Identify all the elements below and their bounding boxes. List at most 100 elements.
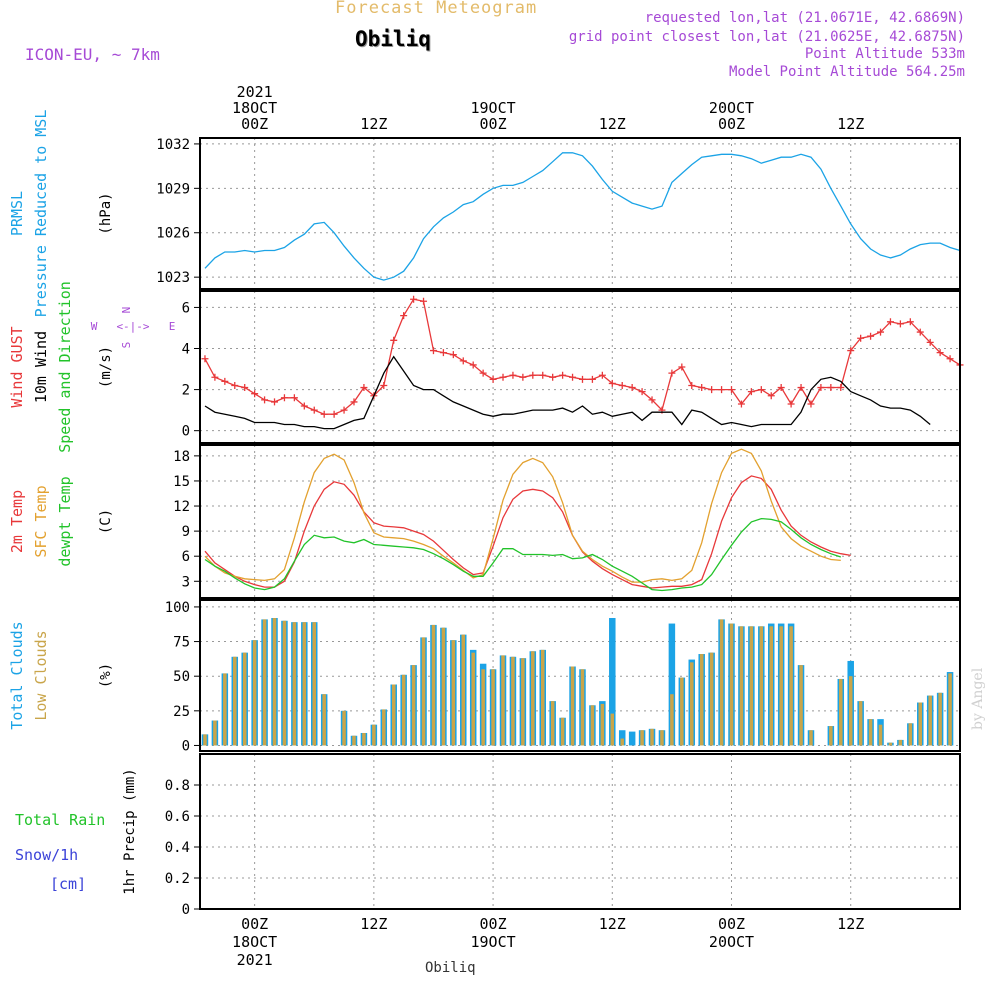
panel-4-bar-low <box>461 634 466 746</box>
panel-1-ytick-label: 1029 <box>156 181 190 197</box>
panel-4-bar-low <box>431 624 436 746</box>
panel-5-ytick-label: 0.2 <box>165 871 190 887</box>
compass-s: S <box>120 342 133 349</box>
panel-4-bar-low <box>769 626 773 746</box>
panel-4-bar-low <box>302 622 307 746</box>
panel-4-bar-low <box>759 626 764 746</box>
panel-2-legend-label: Wind GUST <box>8 326 26 407</box>
panel-2-gust-marker <box>429 347 437 355</box>
panel-2-gust-marker <box>648 396 656 404</box>
panel-2-gust-marker <box>201 355 209 363</box>
panel-4-bar-low <box>858 701 863 746</box>
panel-2-gust-marker <box>469 361 477 369</box>
bottom-time-label: 00Z <box>718 915 745 933</box>
panel-4-bar-low <box>829 726 833 746</box>
panel-4-bar-low <box>550 701 555 746</box>
panel-4-bar-low <box>809 730 813 746</box>
panel-4-bar-low <box>540 649 545 746</box>
panel-2-gust-marker <box>598 371 606 379</box>
panel-2-gust-marker <box>737 400 745 408</box>
panel-4-bar-low <box>411 665 416 746</box>
panel-3-legend-label: 2m Temp <box>8 490 26 553</box>
panel-4-bar-low <box>610 713 615 746</box>
panel-3-ylabel: (C) <box>98 509 114 534</box>
panel-4-frame <box>199 599 961 752</box>
panel-2-gust-marker <box>728 386 736 394</box>
panel-2-gust-marker <box>926 338 934 346</box>
requested-coords: requested lon,lat (21.0671E, 42.6869N) <box>644 10 965 26</box>
panel-2-gust-marker <box>797 384 805 392</box>
panel-4-bar-low <box>382 709 386 746</box>
panel-2-gust-marker <box>777 384 785 392</box>
panel-2-gust-marker <box>310 406 318 414</box>
panel-2-gust-marker <box>241 384 249 392</box>
panel-4-bar-low <box>203 734 207 746</box>
panel-2-gust-marker <box>380 381 388 389</box>
panel-2-gust-marker <box>678 363 686 371</box>
panel-2-gust-marker <box>817 384 825 392</box>
bottom-time-label: 20OCT <box>709 933 754 951</box>
panel-2-gust-marker <box>827 384 835 392</box>
panel-2-ylabel: (m/s) <box>98 346 114 388</box>
panel-5-ylabel: 1hr Precip (mm) <box>122 768 138 894</box>
panel-3-ytick-label: 3 <box>182 574 190 590</box>
panel-4-ytick-label: 100 <box>165 600 190 616</box>
panel-2-frame <box>199 290 961 444</box>
panel-2-gust-marker <box>757 386 765 394</box>
panel-4-bar-low <box>213 720 217 746</box>
panel-2-gust-marker <box>847 347 855 355</box>
panel-4-bar-low <box>789 626 793 746</box>
compass-e: E <box>169 320 176 333</box>
panel-4-bar-low <box>839 678 843 746</box>
panel-3-ytick-label: 12 <box>173 499 190 515</box>
panel-4-bar-low <box>580 669 585 746</box>
panel-5-ytick-label: 0 <box>182 902 190 918</box>
panel-5-legend-label: Total Rain <box>15 811 105 829</box>
panel-2-gust-marker <box>439 349 447 357</box>
panel-2-gust-marker <box>578 375 586 383</box>
panel-2-gust-marker <box>936 349 944 357</box>
panel-4-bar-low <box>362 732 366 746</box>
bottom-time-label: 12Z <box>599 915 626 933</box>
panel-2-gust-marker <box>290 394 298 402</box>
panel-4-bar-low <box>938 692 942 746</box>
panel-4-bar-low <box>690 662 694 746</box>
panel-4-bar-low <box>421 637 426 746</box>
panel-4-bar-low <box>391 684 396 746</box>
panel-2-gust-marker <box>330 410 338 418</box>
panel-3-legend-label: dewpt Temp <box>56 476 74 566</box>
panel-4-bar-low <box>680 677 684 746</box>
panel-1-legend-label: Pressure Reduced to MSL <box>32 110 50 318</box>
panel-2-gust-marker <box>410 295 418 303</box>
panel-2-gust-marker <box>211 373 219 381</box>
panel-4-bar-low <box>749 626 754 746</box>
panel-2-ytick-label: 6 <box>182 300 190 316</box>
panel-4-bar-total <box>609 618 616 746</box>
panel-2-gust-marker <box>231 381 239 389</box>
panel-2-gust-marker <box>360 384 368 392</box>
panel-4-bar-low <box>242 652 247 746</box>
panel-2-gust-marker <box>300 402 308 410</box>
panel-4-bar-total <box>618 730 626 746</box>
bottom-time-label: 19OCT <box>470 933 515 951</box>
panel-2-gust-marker <box>509 371 517 379</box>
panel-4-bar-total <box>628 731 636 746</box>
panel-2-gust-marker <box>479 369 487 377</box>
panel-2-gust-marker <box>608 379 616 387</box>
panel-2-gust-marker <box>668 369 676 377</box>
panel-2-gust-marker <box>519 373 527 381</box>
panel-2-gust-marker <box>877 328 885 336</box>
bottom-time-label: 12Z <box>837 915 864 933</box>
panel-4-bar-low <box>252 640 257 746</box>
panel-5-frame <box>199 753 961 910</box>
panel-2-ytick-label: 0 <box>182 424 190 440</box>
panel-3-line-0 <box>204 475 851 589</box>
panel-4-bar-low <box>928 695 932 746</box>
panel-2-line-0 <box>204 298 961 415</box>
panel-2-gust-marker <box>588 375 596 383</box>
panel-4-bar-low <box>670 694 674 746</box>
panel-4-ytick-label: 50 <box>173 669 190 685</box>
panel-3-ytick-label: 9 <box>182 524 190 540</box>
panel-4-bar-low <box>570 666 575 746</box>
panel-4-bar-low <box>948 673 952 746</box>
